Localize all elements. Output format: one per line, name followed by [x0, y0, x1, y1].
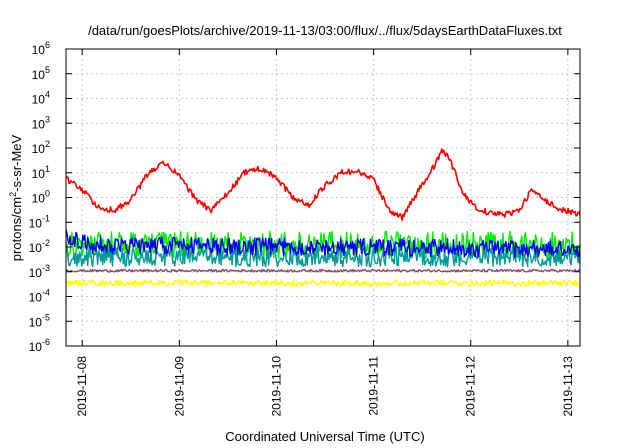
y-tick-label: 10-1 — [29, 213, 50, 230]
y-tick-label: 106 — [32, 40, 50, 57]
y-tick-label: 10-3 — [29, 263, 50, 280]
series-line-5 — [65, 268, 581, 273]
x-axis: 2019-11-08 2019-11-09 2019-11-10 2019-11-11… — [75, 49, 575, 417]
y-tick-label: 102 — [32, 139, 50, 156]
y-tick-label: 100 — [32, 189, 50, 206]
y-tick-label: 104 — [32, 90, 50, 107]
x-axis-label: Coordinated Universal Time (UTC) — [225, 429, 424, 444]
y-axis-label: protons/cm2-s-sr-MeV — [8, 134, 24, 261]
y-tick-label: 105 — [32, 65, 50, 82]
x-tick-label: 2019-11-09 — [172, 356, 186, 417]
series-line-0 — [65, 148, 581, 221]
y-tick-label: 10-4 — [29, 288, 50, 305]
y-axis: 10-6 10-5 10-4 10-3 10-2 10-1 100 101 102 103 104 1… — [29, 40, 580, 354]
series-layer — [65, 148, 581, 287]
chart-title: /data/run/goesPlots/archive/2019-11-13/0… — [88, 23, 562, 38]
x-tick-label: 2019-11-13 — [561, 356, 575, 417]
y-tick-label: 10-5 — [29, 312, 50, 329]
series-line-4 — [65, 279, 581, 287]
series-line-3 — [65, 229, 581, 258]
x-tick-label: 2019-11-12 — [464, 356, 478, 417]
y-tick-label: 101 — [32, 164, 50, 181]
y-tick-label: 10-6 — [29, 337, 50, 354]
y-tick-label: 103 — [32, 114, 50, 131]
x-tick-label: 2019-11-10 — [269, 356, 283, 417]
x-tick-label: 2019-11-11 — [367, 356, 381, 416]
y-tick-label: 10-2 — [29, 238, 50, 255]
x-tick-label: 2019-11-08 — [75, 356, 89, 417]
